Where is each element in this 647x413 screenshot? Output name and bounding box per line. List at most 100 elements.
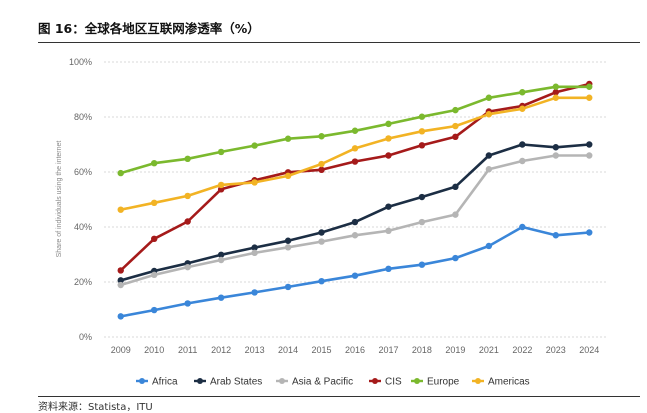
- data-point[interactable]: [519, 157, 526, 165]
- data-point[interactable]: [552, 94, 559, 101]
- series-asia-pacific: [117, 152, 593, 289]
- data-point[interactable]: [586, 94, 593, 101]
- x-tick-label: 2013: [245, 345, 265, 355]
- data-point[interactable]: [217, 148, 225, 156]
- data-point[interactable]: [385, 265, 392, 272]
- legend-item-cis[interactable]: CIS: [369, 377, 402, 388]
- data-point[interactable]: [251, 289, 258, 296]
- data-point[interactable]: [385, 135, 392, 142]
- data-point[interactable]: [418, 261, 426, 268]
- data-point[interactable]: [184, 300, 191, 307]
- data-point[interactable]: [418, 218, 426, 226]
- data-point[interactable]: [117, 267, 124, 274]
- data-point[interactable]: [318, 238, 325, 245]
- data-point[interactable]: [251, 249, 258, 257]
- legend-label: Asia & Pacific: [292, 377, 353, 388]
- data-point[interactable]: [217, 256, 225, 264]
- data-point[interactable]: [318, 229, 325, 236]
- legend-item-americas[interactable]: Americas: [472, 377, 530, 388]
- x-tick-label: 2021: [479, 345, 499, 355]
- data-point[interactable]: [284, 283, 292, 291]
- data-point[interactable]: [184, 155, 191, 162]
- data-point[interactable]: [184, 218, 191, 225]
- series-africa: [117, 223, 593, 320]
- data-point[interactable]: [151, 160, 158, 167]
- data-point[interactable]: [117, 206, 124, 213]
- data-point[interactable]: [117, 281, 124, 289]
- data-point[interactable]: [552, 152, 559, 159]
- data-point[interactable]: [552, 89, 559, 96]
- data-point[interactable]: [519, 141, 526, 148]
- data-point[interactable]: [452, 133, 459, 140]
- data-point[interactable]: [485, 152, 493, 159]
- data-point[interactable]: [418, 128, 426, 135]
- data-point[interactable]: [151, 271, 158, 279]
- data-point[interactable]: [217, 186, 225, 193]
- data-point[interactable]: [485, 166, 493, 173]
- data-point[interactable]: [418, 193, 426, 201]
- x-tick-label: 2018: [412, 345, 432, 355]
- data-point[interactable]: [284, 135, 292, 142]
- data-point[interactable]: [318, 166, 325, 173]
- data-point[interactable]: [519, 223, 526, 231]
- data-point[interactable]: [318, 277, 325, 285]
- y-tick-labels: 0% 20% 40% 60% 80% 100%: [69, 57, 92, 342]
- legend-item-africa[interactable]: Africa: [136, 377, 178, 388]
- x-tick-label: 2010: [144, 345, 164, 355]
- data-point[interactable]: [586, 229, 593, 236]
- data-point[interactable]: [385, 203, 392, 210]
- data-point[interactable]: [452, 254, 459, 262]
- data-point[interactable]: [318, 160, 325, 168]
- data-point[interactable]: [452, 122, 459, 130]
- data-point[interactable]: [452, 211, 459, 218]
- data-point[interactable]: [552, 83, 559, 90]
- data-point[interactable]: [351, 272, 359, 279]
- legend-item-asia-pacific[interactable]: Asia & Pacific: [276, 377, 353, 388]
- data-point[interactable]: [117, 313, 124, 320]
- data-point[interactable]: [452, 106, 459, 114]
- data-point[interactable]: [351, 158, 359, 165]
- data-point[interactable]: [284, 172, 292, 180]
- y-tick-label: 20%: [74, 277, 92, 287]
- data-point[interactable]: [519, 105, 526, 112]
- data-point[interactable]: [284, 244, 292, 251]
- data-point[interactable]: [552, 232, 559, 239]
- data-point[interactable]: [318, 133, 325, 140]
- data-point[interactable]: [251, 142, 258, 149]
- data-point[interactable]: [351, 127, 359, 134]
- data-point[interactable]: [351, 232, 359, 239]
- data-point[interactable]: [284, 237, 292, 244]
- data-point[interactable]: [385, 152, 392, 159]
- data-point[interactable]: [485, 94, 493, 101]
- data-point[interactable]: [351, 218, 359, 226]
- data-point[interactable]: [151, 199, 158, 206]
- data-point[interactable]: [151, 235, 158, 243]
- legend-item-arab-states[interactable]: Arab States: [194, 377, 262, 388]
- data-point[interactable]: [217, 181, 225, 189]
- data-point[interactable]: [485, 242, 493, 250]
- data-point[interactable]: [151, 306, 158, 314]
- data-point[interactable]: [418, 142, 426, 149]
- data-point[interactable]: [519, 89, 526, 96]
- data-point[interactable]: [418, 113, 426, 120]
- series-europe: [117, 83, 593, 177]
- data-point[interactable]: [385, 120, 392, 128]
- data-point[interactable]: [351, 145, 359, 152]
- data-point[interactable]: [251, 179, 258, 186]
- data-point[interactable]: [117, 277, 124, 284]
- data-point[interactable]: [452, 183, 459, 191]
- data-point[interactable]: [184, 192, 191, 200]
- data-point[interactable]: [552, 144, 559, 151]
- legend-item-europe[interactable]: Europe: [411, 377, 460, 388]
- data-point[interactable]: [217, 294, 225, 301]
- data-point[interactable]: [117, 169, 124, 177]
- data-point[interactable]: [217, 251, 225, 258]
- data-point[interactable]: [251, 244, 258, 251]
- y-tick-label: 100%: [69, 57, 92, 67]
- data-point[interactable]: [586, 152, 593, 159]
- data-point[interactable]: [485, 111, 493, 118]
- data-point[interactable]: [184, 263, 191, 271]
- data-point[interactable]: [586, 83, 593, 90]
- data-point[interactable]: [586, 141, 593, 148]
- data-point[interactable]: [385, 227, 392, 235]
